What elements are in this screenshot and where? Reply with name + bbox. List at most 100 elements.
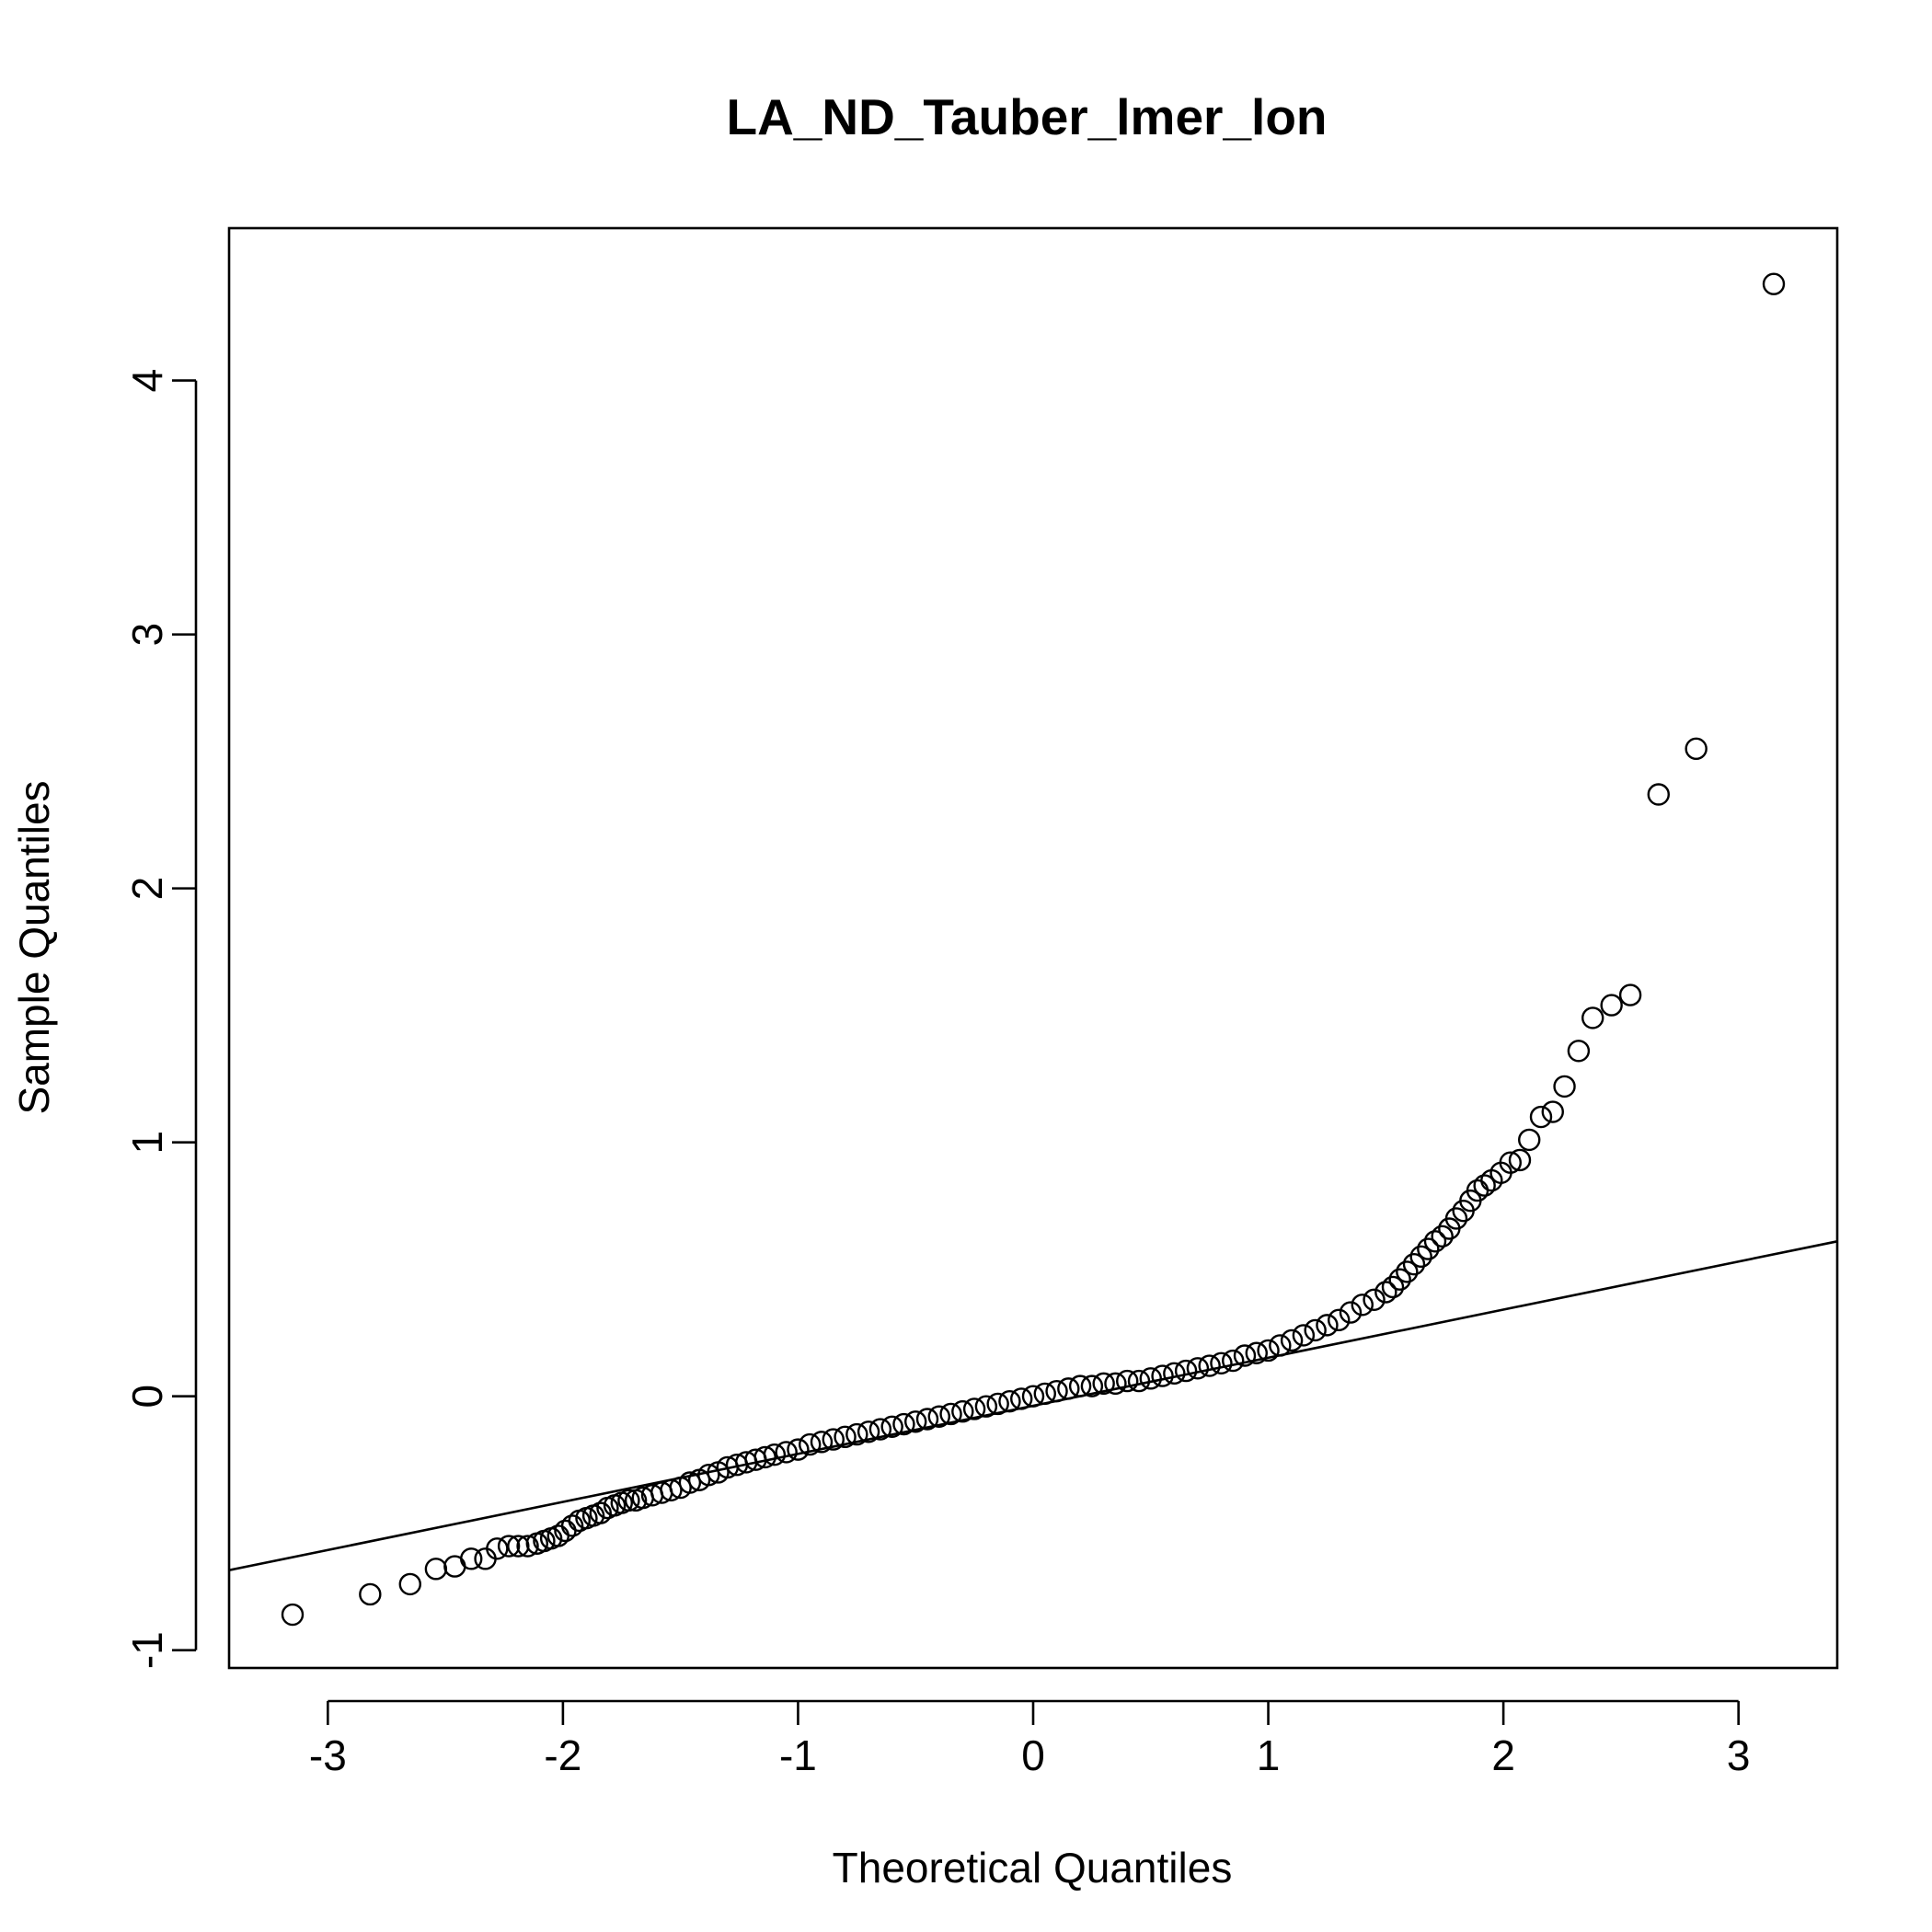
data-point — [460, 1547, 483, 1570]
x-tick-label: -3 — [309, 1731, 347, 1779]
data-point — [1304, 1318, 1327, 1342]
data-point — [1388, 1268, 1411, 1291]
data-point — [1127, 1369, 1151, 1393]
data-point — [1541, 1100, 1564, 1123]
x-tick-label: 0 — [1021, 1731, 1045, 1779]
data-point — [986, 1392, 1009, 1416]
data-point — [589, 1501, 612, 1524]
data-point — [998, 1389, 1021, 1413]
data-point — [857, 1420, 880, 1443]
data-point — [962, 1397, 986, 1420]
data-point — [516, 1535, 539, 1558]
data-point — [1518, 1128, 1541, 1152]
data-point — [1381, 1275, 1405, 1299]
data-point — [678, 1471, 702, 1494]
data-point — [1045, 1379, 1068, 1403]
y-tick-label: 1 — [123, 1131, 171, 1155]
data-point — [892, 1412, 915, 1436]
x-axis-title: Theoretical Quantiles — [833, 1844, 1233, 1892]
data-point — [1021, 1385, 1045, 1408]
y-tick-label: 0 — [123, 1385, 171, 1409]
data-point — [617, 1489, 640, 1512]
data-point — [787, 1438, 810, 1461]
data-point — [560, 1514, 584, 1537]
data-point — [799, 1432, 822, 1456]
data-point — [1685, 737, 1708, 761]
data-point — [951, 1400, 974, 1423]
data-point — [1444, 1207, 1468, 1230]
data-point — [1151, 1364, 1174, 1387]
data-point — [1233, 1344, 1257, 1367]
data-point — [697, 1464, 720, 1487]
data-point — [1409, 1245, 1432, 1269]
data-points — [281, 272, 1786, 1627]
data-point — [1186, 1357, 1210, 1380]
data-point — [1269, 1334, 1292, 1357]
data-point — [868, 1418, 892, 1441]
y-axis-title: Sample Quantiles — [10, 780, 58, 1114]
x-tick-label: -2 — [544, 1731, 581, 1779]
data-point — [1351, 1294, 1374, 1317]
data-point — [1257, 1339, 1280, 1363]
data-point — [660, 1478, 683, 1501]
data-point — [939, 1402, 962, 1426]
plot-frame — [227, 226, 1839, 1670]
data-point — [546, 1524, 569, 1547]
data-point — [915, 1408, 939, 1431]
data-point — [1363, 1288, 1386, 1311]
x-tick-label: 3 — [1727, 1731, 1751, 1779]
data-point — [1581, 1006, 1604, 1029]
data-point — [1529, 1105, 1553, 1129]
data-point — [1080, 1374, 1104, 1397]
data-point — [398, 1572, 421, 1596]
data-point — [1339, 1301, 1363, 1324]
data-point — [1473, 1174, 1496, 1197]
data-point — [1431, 1225, 1454, 1248]
data-point — [1068, 1374, 1092, 1397]
data-point — [1092, 1372, 1115, 1396]
x-axis: -3 -2 -1 0 1 2 3 — [309, 1699, 1751, 1779]
data-point — [1402, 1252, 1426, 1276]
data-point — [834, 1425, 857, 1449]
data-point — [486, 1537, 509, 1560]
data-point — [1316, 1314, 1339, 1337]
data-point — [1618, 983, 1642, 1006]
data-point — [1139, 1367, 1162, 1390]
data-point — [1116, 1369, 1139, 1393]
data-point — [822, 1428, 845, 1451]
data-point — [1292, 1324, 1316, 1347]
y-tick-label: 4 — [123, 369, 171, 393]
data-point — [1222, 1349, 1245, 1373]
data-point — [1210, 1351, 1233, 1374]
data-point — [1374, 1281, 1397, 1304]
data-point — [753, 1445, 776, 1469]
data-point — [1567, 1040, 1591, 1063]
data-point — [810, 1431, 834, 1454]
data-point — [1647, 783, 1670, 806]
data-point — [904, 1410, 927, 1433]
data-point — [1280, 1328, 1304, 1352]
data-point — [763, 1443, 787, 1466]
data-point — [1499, 1151, 1522, 1174]
data-point — [974, 1395, 998, 1418]
data-point — [1423, 1230, 1447, 1253]
data-point — [1010, 1387, 1033, 1410]
y-axis: -1 0 1 2 3 4 — [123, 369, 198, 1669]
data-point — [1600, 994, 1623, 1017]
data-point — [775, 1441, 798, 1464]
data-point — [497, 1535, 521, 1558]
data-point — [1033, 1382, 1056, 1406]
data-point — [1508, 1148, 1532, 1172]
chart-title: LA_ND_Tauber_lmer_lon — [726, 88, 1327, 145]
data-point — [1553, 1075, 1576, 1098]
data-point — [880, 1415, 903, 1438]
y-tick-label: 3 — [123, 623, 171, 647]
data-point — [927, 1405, 950, 1428]
data-point — [1328, 1308, 1351, 1332]
x-tick-label: 2 — [1491, 1731, 1515, 1779]
data-point — [1417, 1237, 1440, 1260]
data-point — [1163, 1362, 1186, 1386]
data-point — [1245, 1341, 1268, 1364]
data-point — [1396, 1260, 1419, 1283]
